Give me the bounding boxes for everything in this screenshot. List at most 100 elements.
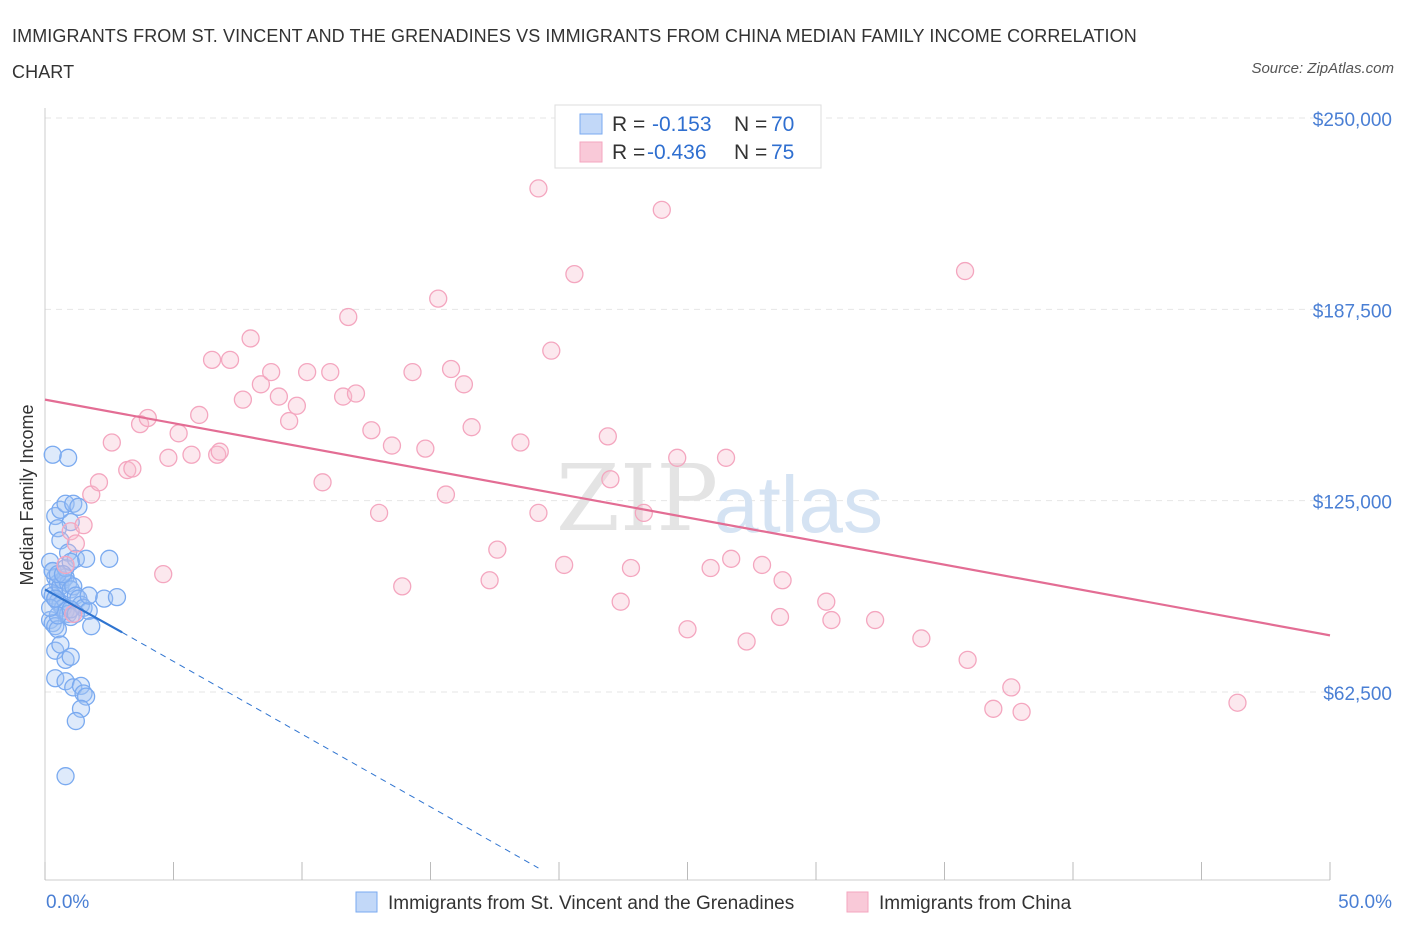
st-vincent-point xyxy=(69,497,88,516)
china-point xyxy=(279,411,299,431)
china-point xyxy=(429,289,448,308)
china-trend-line xyxy=(44,398,1331,637)
chart-source: Source: ZipAtlas.com xyxy=(1251,60,1394,77)
china-point xyxy=(241,329,260,348)
china-point xyxy=(598,427,617,446)
china-point xyxy=(182,445,201,464)
y-tick-label: $125,000 xyxy=(1313,493,1392,514)
china-point xyxy=(297,362,317,382)
st-vincent-point xyxy=(61,647,80,666)
y-tick-label: $187,500 xyxy=(1313,301,1392,322)
y-tick-label: $250,000 xyxy=(1313,110,1392,131)
legend-r-label-1: R = xyxy=(612,141,645,164)
china-point xyxy=(462,418,481,437)
china-point xyxy=(1228,693,1247,712)
legend-r-value-0: -0.153 xyxy=(652,113,712,136)
china-point xyxy=(220,350,240,369)
china-point xyxy=(102,433,121,452)
x-axis-ticks xyxy=(44,862,1331,880)
china-point xyxy=(817,592,836,611)
st-vincent-point xyxy=(56,767,75,786)
china-point xyxy=(1002,678,1021,697)
china-point xyxy=(611,592,630,611)
legend-r-value-1: -0.436 xyxy=(647,141,707,164)
china-point xyxy=(393,577,412,596)
china-point xyxy=(339,307,358,327)
china-point xyxy=(74,516,93,535)
series-legend-swatch-china xyxy=(846,891,869,913)
china-point xyxy=(480,571,499,590)
x-tick-label-min: 0.0% xyxy=(46,892,89,913)
china-point xyxy=(511,433,530,452)
legend-n-value-0: 70 xyxy=(771,113,794,136)
china-point xyxy=(403,362,422,382)
st-vincent-point xyxy=(46,669,65,688)
legend-swatch-china xyxy=(579,141,603,163)
watermark: ZIP atlas xyxy=(556,445,883,552)
china-point xyxy=(752,555,772,575)
china-point xyxy=(159,448,178,467)
china-point xyxy=(984,699,1003,718)
china-point xyxy=(958,650,977,670)
china-point xyxy=(251,375,271,394)
china-point xyxy=(773,571,792,590)
st-vincent-point xyxy=(76,549,96,568)
china-point xyxy=(822,610,841,630)
st-vincent-point xyxy=(74,684,93,703)
st-vincent-point xyxy=(82,617,101,636)
st-vincent-point xyxy=(48,620,67,639)
china-point xyxy=(169,424,188,443)
china-point xyxy=(565,264,584,284)
china-point xyxy=(269,387,289,406)
china-point xyxy=(416,439,435,458)
china-point xyxy=(737,632,756,651)
china-point xyxy=(1012,702,1031,722)
china-point xyxy=(233,390,253,409)
china-point xyxy=(436,485,456,504)
china-point xyxy=(346,384,366,403)
china-point xyxy=(652,200,671,219)
y-axis-label: Median Family Income xyxy=(17,404,37,585)
china-point xyxy=(529,503,548,523)
china-point xyxy=(529,179,548,198)
china-point xyxy=(678,620,697,639)
chart-title: IMMIGRANTS FROM ST. VINCENT AND THE GREN… xyxy=(12,26,1137,82)
st-vincent-point xyxy=(100,549,119,568)
china-point xyxy=(287,396,307,415)
china-point xyxy=(634,503,653,523)
legend-n-label-1: N = xyxy=(734,141,767,164)
series-legend: Immigrants from St. Vincent and the Gren… xyxy=(355,891,1072,914)
series-legend-label-st-vincent: Immigrants from St. Vincent and the Gren… xyxy=(388,893,794,914)
china-point xyxy=(321,362,340,382)
st-vincent-point xyxy=(64,494,83,513)
china-point xyxy=(722,549,741,568)
china-point xyxy=(262,362,281,382)
china-point xyxy=(154,564,173,584)
china-point xyxy=(190,405,209,425)
legend-n-value-1: 75 xyxy=(771,141,794,164)
st-vincent-point xyxy=(58,448,78,467)
china-point xyxy=(210,442,229,461)
china-point xyxy=(955,261,975,281)
st-vincent-point xyxy=(107,587,127,607)
china-point xyxy=(542,341,561,360)
china-point xyxy=(912,629,931,648)
china-point xyxy=(313,473,332,492)
china-point xyxy=(123,459,142,478)
st-vincent-point xyxy=(56,650,75,670)
china-point xyxy=(454,375,474,394)
china-point xyxy=(89,473,109,492)
watermark-atlas: atlas xyxy=(714,460,883,549)
china-point xyxy=(668,448,687,467)
st-vincent-point xyxy=(46,617,65,636)
legend-r-label-0: R = xyxy=(612,113,645,136)
legend-n-label-0: N = xyxy=(734,113,767,136)
china-point xyxy=(621,558,641,578)
china-point xyxy=(441,359,461,379)
x-tick-label-max: 50.0% xyxy=(1338,892,1392,913)
st-vincent-trend-line xyxy=(44,588,123,634)
st-vincent-point xyxy=(66,711,85,731)
legend-swatch-st-vincent xyxy=(579,113,603,135)
st-vincent-trend-extension xyxy=(121,631,539,869)
